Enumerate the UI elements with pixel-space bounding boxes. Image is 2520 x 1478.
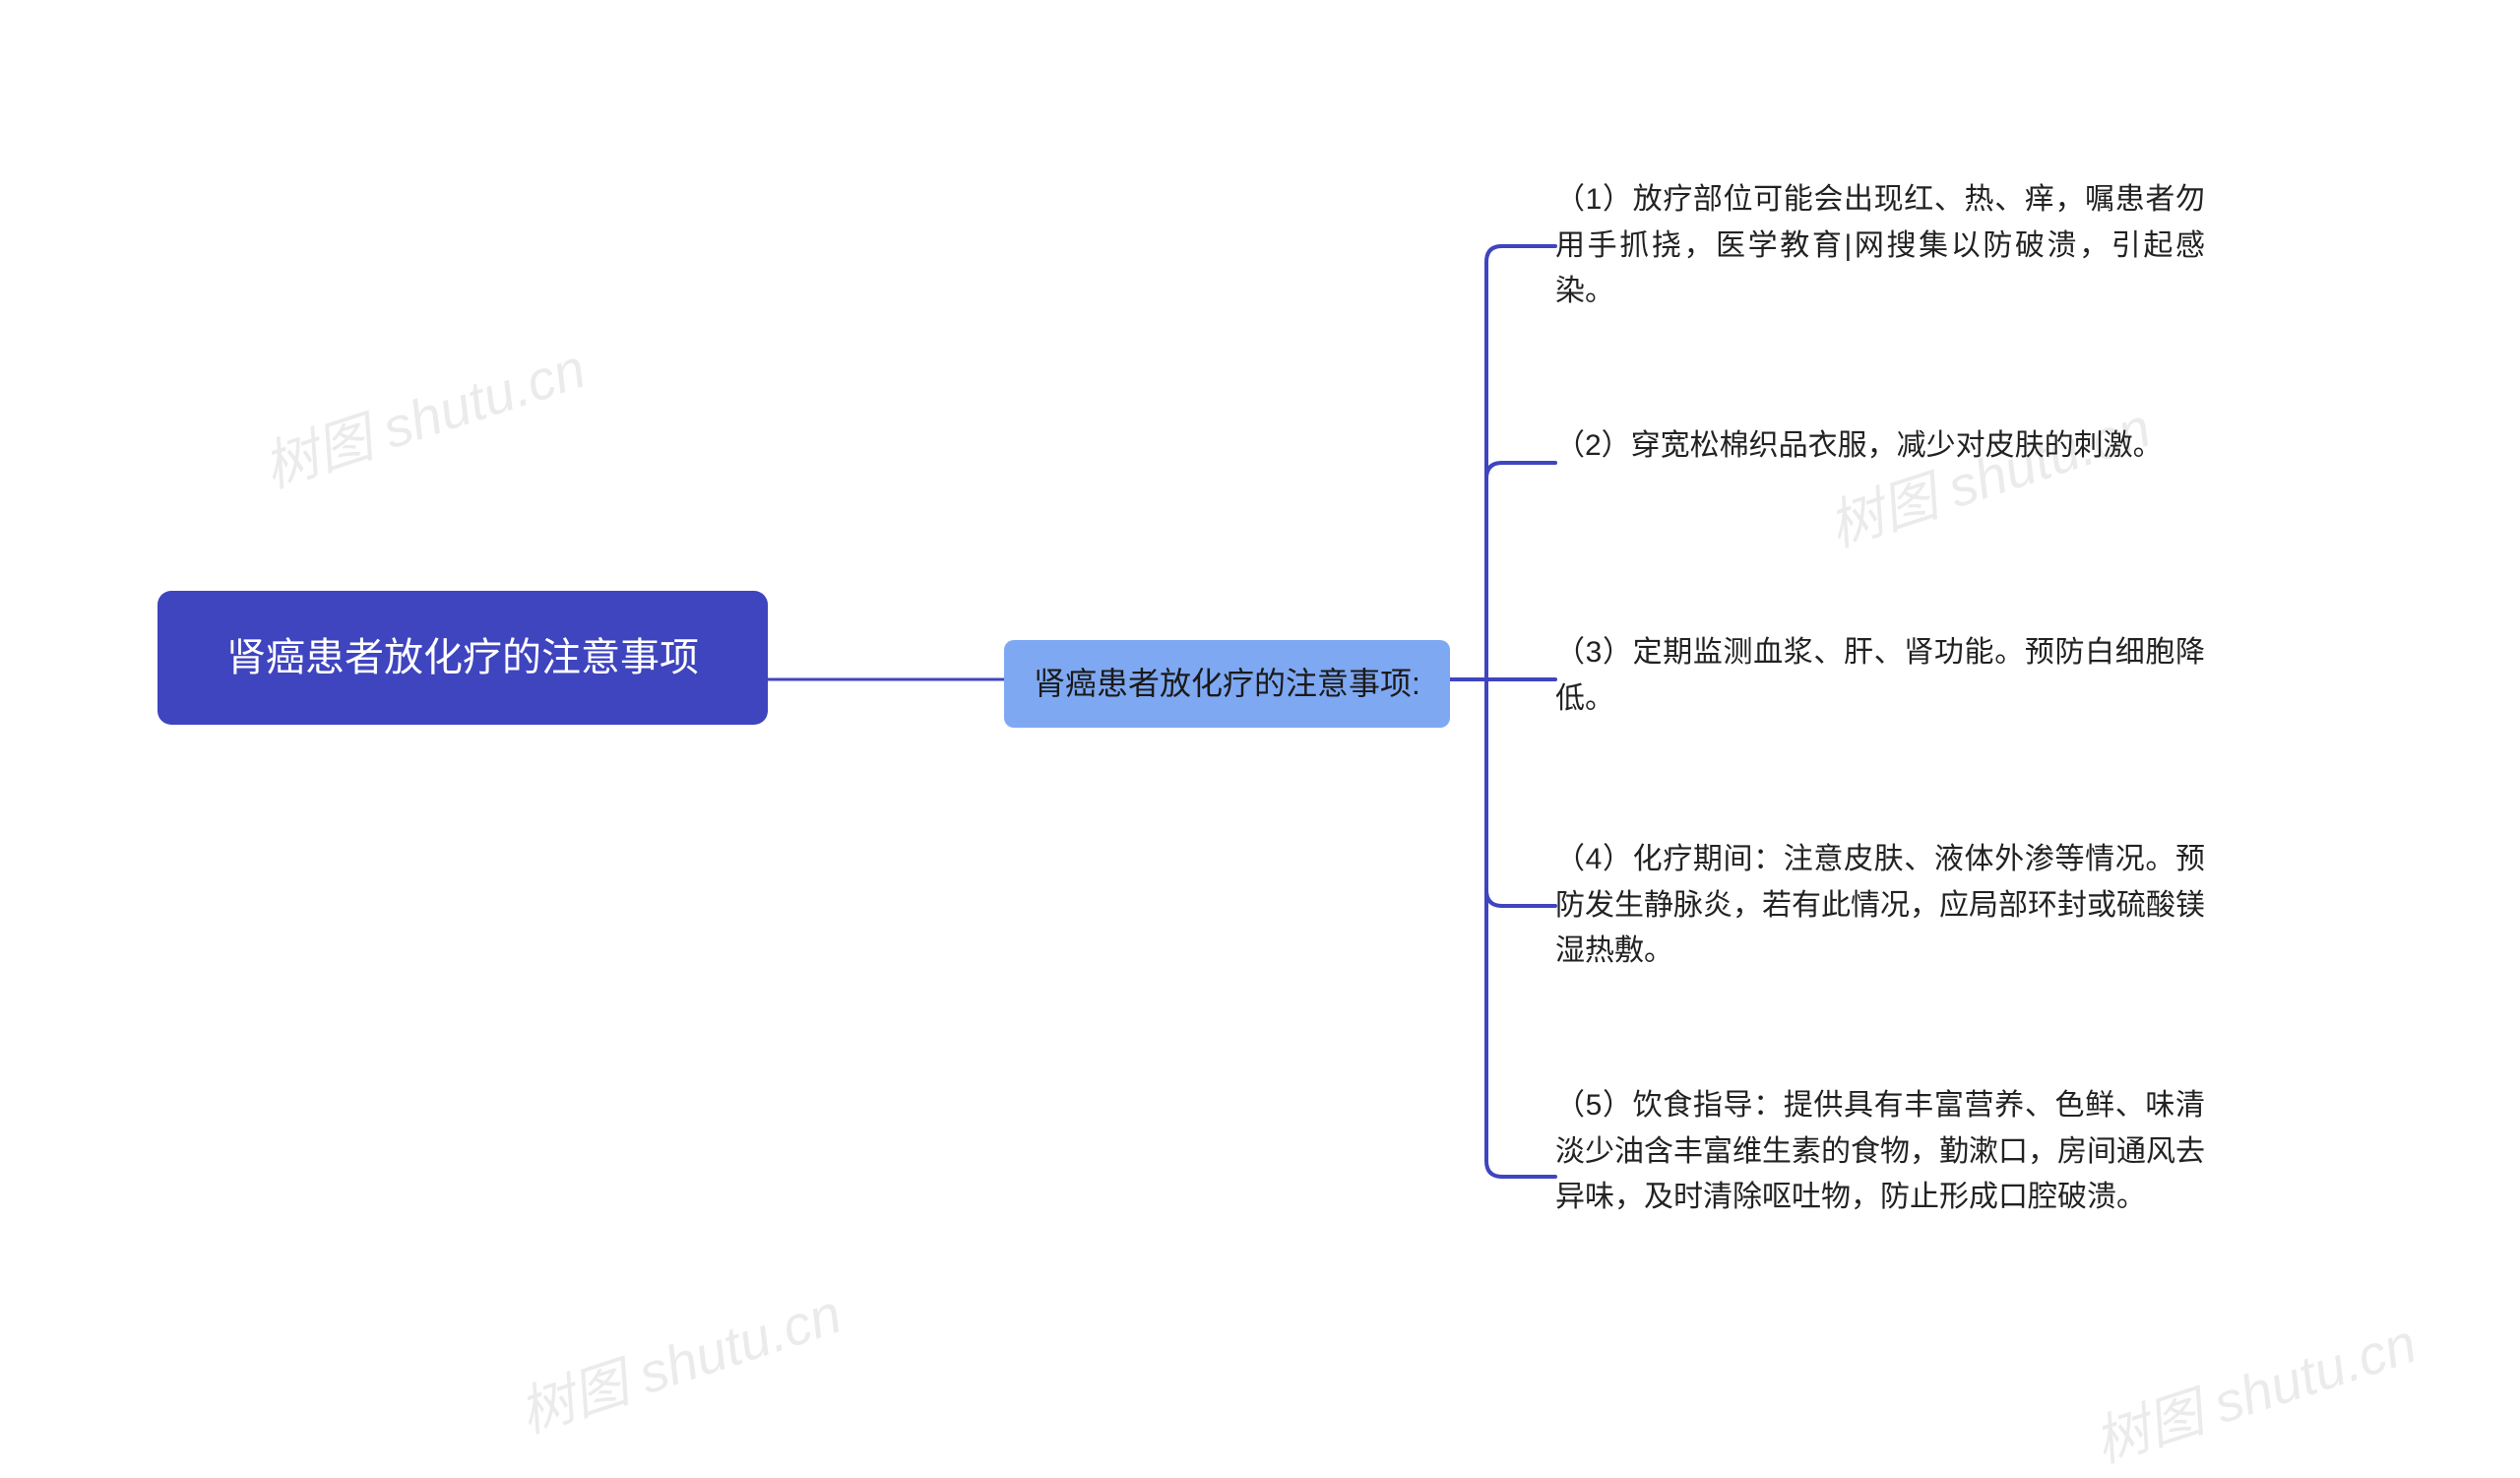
mindmap-canvas: 树图 shutu.cn 树图 shutu.cn 树图 shutu.cn 树图 s… [0,0,2520,1405]
leaf-node-1: （1）放疗部位可能会出现红、热、痒，嘱患者勿用手抓挠，医学教育|网搜集以防破溃，… [1555,177,2205,315]
leaf-node-3: （3）定期监测血浆、肝、肾功能。预防白细胞降低。 [1555,630,2205,722]
watermark: 树图 shutu.cn [508,1270,850,1449]
root-node: 肾癌患者放化疗的注意事项 [158,591,768,725]
leaf-node-2: （2）穿宽松棉织品衣服，减少对皮肤的刺激。 [1555,423,2205,470]
leaf-node-5: （5）饮食指导：提供具有丰富营养、色鲜、味清淡少油含丰富维生素的食物，勤漱口，房… [1555,1083,2205,1221]
watermark: 树图 shutu.cn [2083,1300,2426,1478]
leaf-node-4: （4）化疗期间：注意皮肤、液体外渗等情况。预防发生静脉炎，若有此情况，应局部环封… [1555,837,2205,975]
level1-node: 肾癌患者放化疗的注意事项: [1004,640,1450,728]
watermark: 树图 shutu.cn [252,325,595,504]
watermark: 树图 shutu.cn [1817,384,2160,563]
